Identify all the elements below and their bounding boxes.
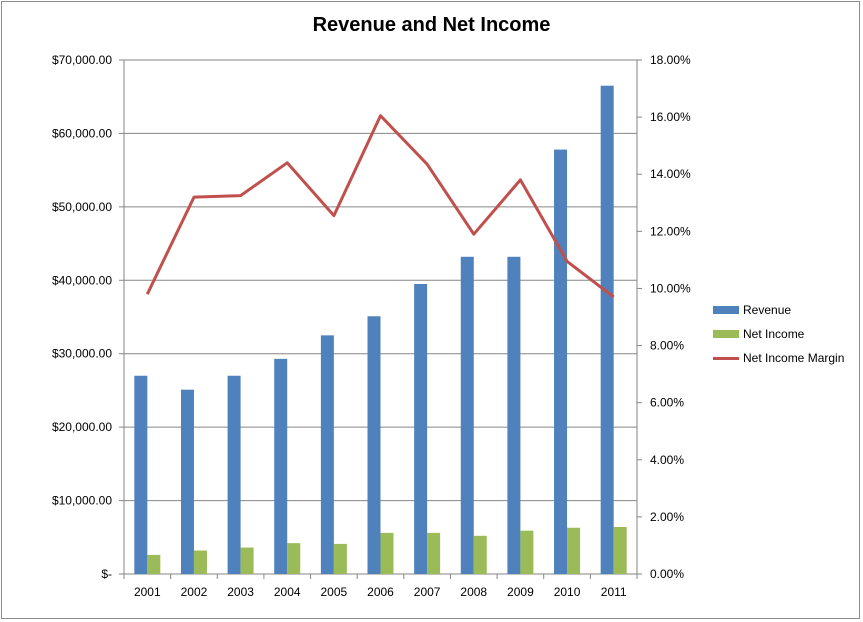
bar-revenue <box>460 256 474 574</box>
chart-legend: Revenue Net Income Net Income Margin <box>713 298 844 370</box>
bar-revenue <box>134 375 148 574</box>
legend-label-net-income-margin: Net Income Margin <box>743 351 845 365</box>
y-right-tick-label: 4.00% <box>650 453 684 467</box>
bar-net-income <box>287 543 301 574</box>
y-right-tick-label: 2.00% <box>650 510 684 524</box>
bar-net-income <box>147 554 161 574</box>
chart-title: Revenue and Net Income <box>312 14 551 36</box>
legend-label-net-income: Net Income <box>743 327 805 341</box>
y-left-tick-label: $70,000.00 <box>52 53 112 67</box>
bar-net-income <box>567 527 581 574</box>
bar-net-income <box>427 532 441 574</box>
bar-net-income <box>333 543 347 574</box>
x-tick-label: 2003 <box>227 585 254 599</box>
bar-net-income <box>240 547 254 574</box>
bar-net-income <box>473 535 487 574</box>
legend-item-net-income: Net Income <box>713 322 844 346</box>
y-right-tick-label: 14.00% <box>650 167 691 181</box>
y-right-tick-label: 6.00% <box>650 396 684 410</box>
x-tick-label: 2007 <box>414 585 441 599</box>
y-left-tick-label: $10,000.00 <box>52 494 112 508</box>
y-left-tick-label: $20,000.00 <box>52 420 112 434</box>
legend-item-revenue: Revenue <box>713 298 844 322</box>
bar-revenue <box>367 316 381 574</box>
y-right-tick-label: 0.00% <box>650 567 684 581</box>
x-tick-label: 2006 <box>367 585 394 599</box>
legend-swatch-revenue <box>713 306 739 314</box>
y-left-tick-label: $40,000.00 <box>52 273 112 287</box>
line-net-income-margin <box>145 114 615 299</box>
legend-swatch-net-income <box>713 330 739 338</box>
bar-net-income <box>380 532 394 574</box>
bar-revenue <box>180 389 194 574</box>
y-left-tick-label: $50,000.00 <box>52 200 112 214</box>
y-right-tick-label: 8.00% <box>650 339 684 353</box>
bar-revenue <box>274 358 288 574</box>
bar-revenue <box>507 256 521 574</box>
x-tick-label: 2002 <box>181 585 208 599</box>
bar-revenue <box>320 335 334 574</box>
y-left-tick-label: $- <box>101 567 112 581</box>
legend-item-net-income-margin: Net Income Margin <box>713 346 844 370</box>
bar-net-income <box>613 527 627 574</box>
y-right-tick-label: 10.00% <box>650 281 691 295</box>
x-tick-label: 2008 <box>460 585 487 599</box>
bar-net-income <box>193 550 207 574</box>
legend-label-revenue: Revenue <box>743 303 792 317</box>
y-right-tick-label: 12.00% <box>650 224 691 238</box>
x-tick-label: 2011 <box>601 585 627 599</box>
y-right-tick-label: 18.00% <box>650 53 691 67</box>
bar-revenue <box>227 375 241 574</box>
bar-revenue <box>554 149 568 574</box>
bar-revenue <box>600 85 614 574</box>
bar-net-income <box>520 530 534 574</box>
x-tick-label: 2010 <box>554 585 581 599</box>
y-left-tick-label: $30,000.00 <box>52 347 112 361</box>
y-left-tick-label: $60,000.00 <box>52 126 112 140</box>
legend-swatch-net-income-margin <box>713 356 739 360</box>
x-tick-label: 2009 <box>507 585 534 599</box>
y-right-tick-label: 16.00% <box>650 110 691 124</box>
x-tick-label: 2004 <box>274 585 301 599</box>
x-tick-label: 2001 <box>134 585 161 599</box>
bar-revenue <box>414 283 428 574</box>
x-tick-label: 2005 <box>321 585 348 599</box>
